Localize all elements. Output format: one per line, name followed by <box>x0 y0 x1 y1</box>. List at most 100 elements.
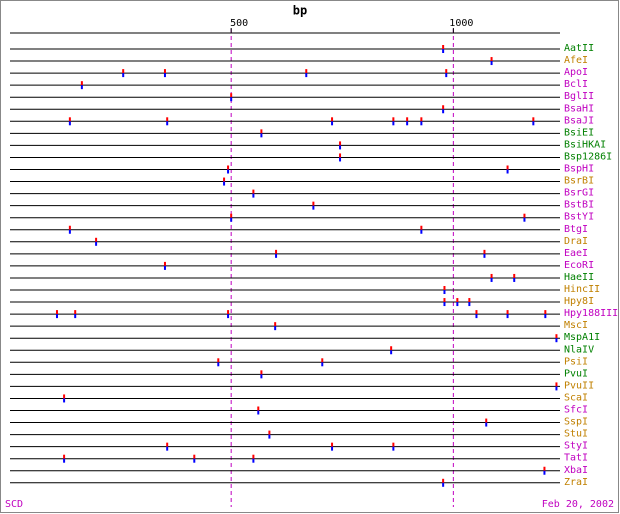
cut-site <box>260 129 263 138</box>
cut-bottom <box>442 49 445 53</box>
cut-top <box>68 117 71 122</box>
cut-site <box>513 273 516 282</box>
cut-site <box>74 310 77 319</box>
cut-top <box>339 141 342 146</box>
cut-site <box>193 454 196 463</box>
enzyme-label: BclI <box>564 79 588 90</box>
cut-bottom <box>68 229 71 234</box>
cut-top <box>252 189 255 194</box>
cut-top <box>260 370 263 375</box>
cut-site <box>275 249 278 258</box>
cut-top <box>55 310 58 315</box>
cut-site <box>230 213 233 222</box>
cut-top <box>543 466 546 471</box>
cut-bottom <box>339 157 342 162</box>
cut-site <box>68 225 71 234</box>
enzyme-label: EaeI <box>564 248 588 259</box>
enzyme-label: BsaJI <box>564 115 594 126</box>
cut-site <box>392 117 395 126</box>
cut-bottom <box>274 326 277 331</box>
cut-site <box>555 334 558 343</box>
cut-site <box>331 442 334 451</box>
cut-site <box>468 298 471 307</box>
enzyme-label: ScaI <box>564 392 588 403</box>
cut-site <box>274 322 277 331</box>
enzyme-label: HaeII <box>564 272 594 283</box>
cut-bottom <box>252 458 255 463</box>
cut-site <box>443 286 446 294</box>
cut-top <box>63 394 66 399</box>
cut-top <box>506 310 509 315</box>
cut-bottom <box>523 217 526 222</box>
cut-site <box>456 298 459 307</box>
enzyme-label: HincII <box>564 284 600 295</box>
enzyme-label: StuI <box>564 429 588 440</box>
cut-site <box>490 57 493 66</box>
enzyme-label: BsaHI <box>564 103 594 114</box>
cut-site <box>339 141 342 150</box>
cut-bottom <box>420 121 423 126</box>
cut-top <box>475 310 478 315</box>
cut-site <box>312 201 315 210</box>
cut-bottom <box>63 458 66 463</box>
cut-top <box>532 117 535 122</box>
cut-site <box>392 442 395 451</box>
cut-bottom <box>63 398 66 403</box>
cut-top <box>468 298 471 303</box>
enzyme-label: BstYI <box>564 212 594 223</box>
cut-top <box>163 69 166 74</box>
axis-title: bp <box>293 4 307 18</box>
cut-top <box>555 334 558 339</box>
cut-bottom <box>331 121 334 126</box>
cut-bottom <box>55 314 58 319</box>
cut-top <box>392 117 395 122</box>
cut-top <box>68 225 71 230</box>
cut-site <box>63 394 66 403</box>
enzyme-label: AfeI <box>564 55 588 66</box>
cut-top <box>331 117 334 122</box>
cut-site <box>339 153 342 162</box>
cut-bottom <box>227 169 230 174</box>
cut-bottom <box>331 446 334 451</box>
enzyme-label: BsrBI <box>564 176 594 187</box>
cut-site <box>442 105 445 114</box>
cut-site <box>55 310 58 319</box>
cut-bottom <box>252 193 255 198</box>
cut-site <box>544 310 547 319</box>
cut-top <box>321 358 324 363</box>
cut-site <box>406 117 409 126</box>
cut-bottom <box>74 314 77 319</box>
cut-site <box>68 117 71 126</box>
cut-bottom <box>321 362 324 367</box>
cut-top <box>331 442 334 447</box>
cut-bottom <box>442 482 445 487</box>
cut-top <box>483 249 486 254</box>
cut-top <box>523 213 526 218</box>
cut-top <box>392 442 395 447</box>
enzyme-label: DraI <box>564 236 588 247</box>
cut-site <box>490 273 493 282</box>
cut-top <box>257 406 260 411</box>
cut-bottom <box>475 314 478 319</box>
enzyme-label: PvuI <box>564 368 588 379</box>
cut-bottom <box>68 121 71 126</box>
cut-top <box>227 165 230 170</box>
cut-top <box>230 213 233 218</box>
cut-top <box>442 45 445 49</box>
cut-top <box>274 322 277 327</box>
cut-site <box>95 237 98 246</box>
cut-top <box>227 310 230 315</box>
cut-top <box>485 418 488 423</box>
cut-bottom <box>217 362 220 367</box>
cut-top <box>420 225 423 230</box>
cut-top <box>443 286 446 290</box>
cut-site <box>483 249 486 258</box>
cut-top <box>252 454 255 459</box>
cut-bottom <box>506 169 509 174</box>
cut-site <box>227 310 230 319</box>
cut-bottom <box>260 374 263 379</box>
enzyme-label: NlaIV <box>564 344 594 355</box>
cut-bottom <box>390 350 393 355</box>
cut-top <box>443 298 446 303</box>
